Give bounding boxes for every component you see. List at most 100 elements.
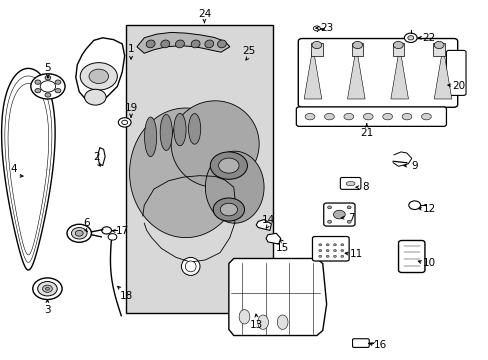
Polygon shape xyxy=(433,47,451,99)
Text: 7: 7 xyxy=(347,213,354,223)
Circle shape xyxy=(84,89,106,105)
Ellipse shape xyxy=(144,117,156,157)
Text: 6: 6 xyxy=(83,218,90,228)
Circle shape xyxy=(40,81,56,92)
Circle shape xyxy=(340,244,343,246)
Text: 5: 5 xyxy=(44,63,51,73)
Ellipse shape xyxy=(382,113,392,120)
Bar xyxy=(351,43,363,56)
Circle shape xyxy=(404,33,416,42)
Polygon shape xyxy=(171,101,259,187)
Polygon shape xyxy=(205,151,264,223)
Text: 2: 2 xyxy=(93,152,100,162)
Circle shape xyxy=(45,93,51,97)
Polygon shape xyxy=(1,68,55,270)
FancyBboxPatch shape xyxy=(446,50,465,95)
Text: 13: 13 xyxy=(249,320,263,330)
Circle shape xyxy=(393,41,403,49)
Ellipse shape xyxy=(421,113,430,120)
Circle shape xyxy=(33,278,62,300)
Bar xyxy=(392,43,404,56)
Text: 3: 3 xyxy=(44,305,51,315)
Polygon shape xyxy=(347,47,365,99)
Ellipse shape xyxy=(343,113,353,120)
Ellipse shape xyxy=(160,114,172,150)
Circle shape xyxy=(327,220,331,223)
Ellipse shape xyxy=(173,113,185,146)
Circle shape xyxy=(325,249,328,252)
Polygon shape xyxy=(256,220,271,230)
Polygon shape xyxy=(137,32,229,53)
Text: 10: 10 xyxy=(422,258,435,268)
Circle shape xyxy=(218,158,239,173)
Circle shape xyxy=(75,230,83,236)
Circle shape xyxy=(213,198,244,221)
Bar xyxy=(432,43,444,56)
Ellipse shape xyxy=(181,257,200,275)
Circle shape xyxy=(108,234,117,240)
Circle shape xyxy=(80,63,117,90)
FancyBboxPatch shape xyxy=(312,237,348,261)
Text: 16: 16 xyxy=(373,340,386,350)
FancyBboxPatch shape xyxy=(398,240,424,273)
FancyBboxPatch shape xyxy=(298,39,457,107)
Text: 22: 22 xyxy=(422,33,435,43)
Ellipse shape xyxy=(161,40,169,48)
Circle shape xyxy=(352,41,362,49)
Circle shape xyxy=(325,244,328,246)
Text: 8: 8 xyxy=(362,182,368,192)
Circle shape xyxy=(35,89,41,93)
Ellipse shape xyxy=(185,261,196,272)
Polygon shape xyxy=(304,47,321,99)
Circle shape xyxy=(318,249,321,252)
Text: 25: 25 xyxy=(241,46,255,56)
Polygon shape xyxy=(265,233,280,244)
FancyBboxPatch shape xyxy=(352,339,368,347)
Circle shape xyxy=(333,244,336,246)
Text: 4: 4 xyxy=(10,164,17,174)
Ellipse shape xyxy=(191,40,200,48)
Circle shape xyxy=(318,244,321,246)
Ellipse shape xyxy=(305,113,314,120)
Circle shape xyxy=(35,80,41,84)
Bar xyxy=(126,25,272,313)
Text: 24: 24 xyxy=(197,9,211,19)
Circle shape xyxy=(407,36,413,40)
Circle shape xyxy=(327,206,331,209)
Text: 12: 12 xyxy=(422,204,435,214)
Polygon shape xyxy=(76,38,124,103)
Ellipse shape xyxy=(363,113,372,120)
Text: 23: 23 xyxy=(319,23,333,33)
Circle shape xyxy=(118,118,131,127)
Circle shape xyxy=(408,201,420,210)
Circle shape xyxy=(89,69,108,84)
FancyBboxPatch shape xyxy=(340,177,360,189)
Circle shape xyxy=(42,285,52,292)
Circle shape xyxy=(340,255,343,257)
FancyBboxPatch shape xyxy=(323,203,354,226)
Ellipse shape xyxy=(277,315,287,329)
Text: 21: 21 xyxy=(359,128,373,138)
Circle shape xyxy=(333,255,336,257)
Bar xyxy=(310,43,322,56)
Ellipse shape xyxy=(217,40,226,48)
Text: 15: 15 xyxy=(275,243,289,253)
Circle shape xyxy=(333,210,345,219)
Circle shape xyxy=(325,255,328,257)
Ellipse shape xyxy=(146,40,155,48)
Circle shape xyxy=(55,89,61,93)
Text: 19: 19 xyxy=(124,103,138,113)
Circle shape xyxy=(433,41,443,49)
Circle shape xyxy=(38,282,57,296)
FancyBboxPatch shape xyxy=(296,107,446,126)
Text: 1: 1 xyxy=(127,44,134,54)
Circle shape xyxy=(31,74,65,99)
Circle shape xyxy=(71,228,87,239)
Circle shape xyxy=(346,220,350,223)
Text: 14: 14 xyxy=(261,215,274,225)
Polygon shape xyxy=(98,148,105,166)
Ellipse shape xyxy=(401,113,411,120)
Circle shape xyxy=(346,206,350,209)
Ellipse shape xyxy=(257,315,268,329)
Polygon shape xyxy=(129,108,242,238)
